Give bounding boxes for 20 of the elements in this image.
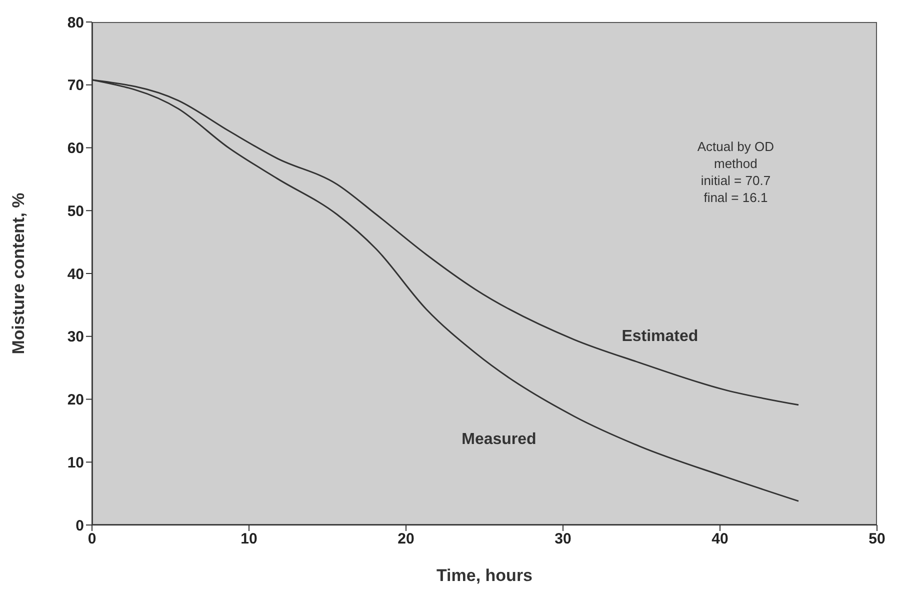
- x-tick-label: 20: [398, 530, 414, 548]
- x-tick-label: 40: [712, 530, 728, 548]
- series-label: Measured: [462, 431, 536, 448]
- y-tick-label: 50: [67, 202, 84, 220]
- y-tick-label: 30: [67, 328, 84, 346]
- y-tick-label: 40: [67, 266, 84, 283]
- x-tick-label: 0: [88, 530, 96, 548]
- y-tick-label: 70: [67, 77, 84, 94]
- x-tick-label: 50: [868, 530, 886, 548]
- series-label: Estimated: [622, 328, 698, 345]
- x-tick-label: 10: [240, 530, 258, 548]
- y-tick-label: 10: [67, 454, 84, 472]
- y-axis-title: Moisture content, %: [9, 192, 28, 354]
- annotation: Actual by OD method initial = 70.7 final = 16.1: [696, 138, 775, 206]
- x-tick-label: 30: [554, 530, 572, 548]
- y-tick-label: 60: [67, 140, 84, 158]
- x-axis-title: Time, hours: [436, 566, 533, 585]
- y-tick-label: 20: [67, 392, 84, 409]
- y-tick-label: 80: [67, 14, 84, 32]
- y-tick-label: 0: [76, 517, 84, 534]
